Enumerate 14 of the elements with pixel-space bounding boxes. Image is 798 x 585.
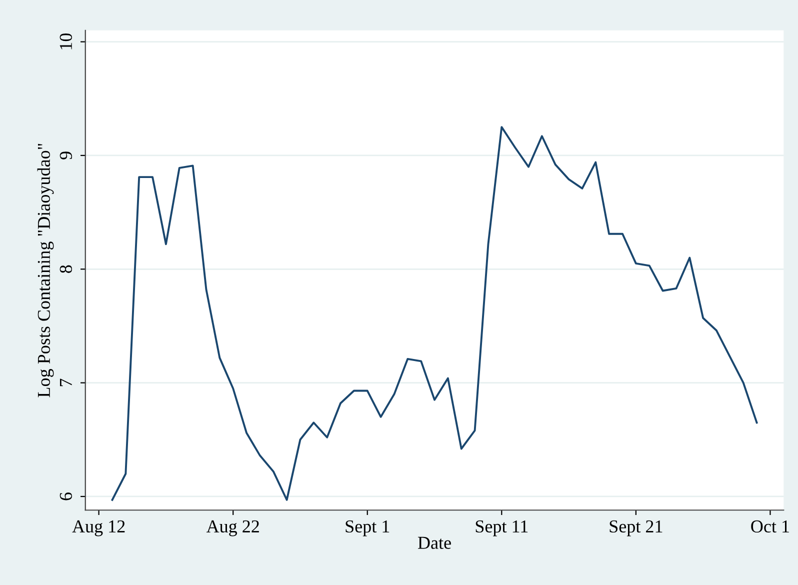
x-axis-title: Date: [418, 536, 451, 549]
y-tick-label: 7: [60, 378, 72, 386]
x-tick-label: Sept 11: [476, 520, 528, 536]
line-series: [111, 126, 758, 501]
y-axis-title: Log Posts Containing "Diaoyudao": [37, 144, 54, 398]
x-tick-label: Aug 22: [206, 520, 259, 536]
y-tick-label: 10: [60, 33, 72, 50]
x-tick-label: Oct 1: [751, 520, 789, 533]
y-tick-label: 6: [60, 492, 72, 500]
y-tick-label: 9: [60, 152, 72, 160]
x-tick-label: Sept 1: [346, 520, 390, 536]
x-tick-label: Sept 21: [610, 520, 662, 536]
x-tick-label: Aug 12: [72, 520, 125, 536]
y-tick-label: 8: [60, 265, 72, 273]
